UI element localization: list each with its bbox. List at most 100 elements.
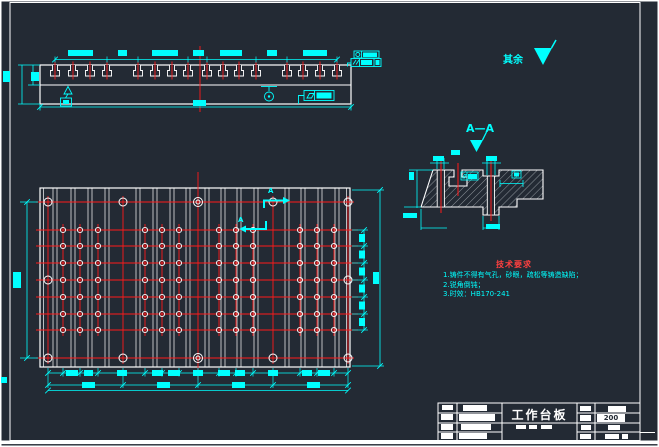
mounting-hole: [43, 353, 53, 363]
dim-text-block: [66, 370, 78, 376]
tapped-hole: [158, 326, 166, 334]
side-dimensions: [18, 59, 352, 111]
tapped-hole: [158, 226, 166, 234]
counterbore-hole-inner: [195, 355, 201, 361]
tapped-hole: [215, 259, 223, 267]
section-cut-markers: [239, 197, 290, 233]
dim-text-block: [359, 301, 365, 310]
tapped-hole: [59, 310, 67, 318]
tapped-hole: [59, 293, 67, 301]
plan-view: [20, 56, 384, 394]
tapped-hole: [296, 259, 304, 267]
counterbore-hole: [193, 197, 203, 207]
tapped-hole: [76, 226, 84, 234]
side-centerlines: [54, 46, 338, 112]
title-block-part-name: 工作台板: [511, 408, 568, 422]
dim-arrow-tick: [23, 354, 31, 362]
parallelism-symbol: [352, 59, 357, 65]
dim-text-block: [117, 370, 127, 376]
dim-text-block: [152, 370, 163, 376]
dim-text-block: [468, 174, 477, 179]
tapped-hole: [59, 226, 67, 234]
tapped-hole: [249, 310, 257, 318]
flatness-symbol: [306, 93, 315, 99]
tech-note-line: 3.时效：HB170-241: [443, 290, 510, 298]
tapped-hole: [249, 242, 257, 250]
dim-arrow-tick: [141, 369, 149, 377]
tapped-hole: [330, 242, 338, 250]
mounting-hole: [43, 197, 53, 207]
title-block-text-block: [442, 405, 453, 410]
datum-box: [60, 97, 72, 107]
dim-text-block: [409, 172, 414, 180]
title-block-text-block: [516, 425, 526, 429]
tapped-hole: [175, 326, 183, 334]
dim-arrow-tick: [344, 369, 352, 377]
dim-arrow-tick: [44, 369, 52, 377]
dim-text-block: [220, 50, 242, 56]
tapped-hole: [296, 276, 304, 284]
tapped-hole: [215, 276, 223, 284]
dim-text-block: [193, 370, 203, 376]
tapped-hole: [330, 259, 338, 267]
section-view-aa: [404, 131, 544, 230]
tapped-hole: [94, 242, 102, 250]
tapped-hole: [215, 310, 223, 318]
tapped-hole: [59, 259, 67, 267]
tapped-hole: [330, 293, 338, 301]
margin-mark: [1, 377, 7, 383]
dim-text-block: [486, 156, 497, 161]
dim-arrow-tick: [344, 381, 352, 389]
dim-arrow-tick: [360, 226, 368, 234]
dim-text-block: [359, 250, 365, 259]
dim-text-block: [267, 50, 277, 56]
tech-note-line: 1.铸件不得有气孔，砂眼，疏松等铸造缺陷；: [443, 271, 583, 279]
title-block-text-block: [580, 415, 591, 421]
tslot-profiles: [50, 65, 342, 77]
dim-text-block: [13, 272, 21, 288]
dim-text-block: [451, 150, 460, 155]
surface-finish-label: 其余: [503, 55, 523, 66]
tapped-hole: [141, 326, 149, 334]
tapped-hole: [215, 242, 223, 250]
dim-text-block: [168, 370, 180, 376]
title-block-text-block: [529, 425, 537, 429]
dim-arrow-tick: [194, 381, 202, 389]
bottom-white-band: [0, 440, 659, 445]
title-block-text-block: [461, 424, 491, 430]
tapped-hole: [59, 276, 67, 284]
dim-arrow-tick: [44, 381, 52, 389]
tapped-hole: [141, 259, 149, 267]
tapped-hole: [313, 326, 321, 334]
tapped-hole: [296, 226, 304, 234]
dim-arrow-tick: [23, 198, 31, 206]
tapped-hole: [158, 242, 166, 250]
dim-arrow-tick: [360, 293, 368, 301]
title-block-text-block: [441, 414, 453, 420]
title-block-text-block: [608, 425, 620, 430]
tapped-hole: [141, 293, 149, 301]
dim-arrow-tick: [119, 381, 127, 389]
dim-arrow-tick: [44, 387, 52, 394]
title-block-code: 200: [597, 413, 625, 422]
section-marker-letter: A: [268, 187, 274, 195]
tapped-hole: [330, 226, 338, 234]
tapped-hole: [249, 259, 257, 267]
tapped-hole: [94, 293, 102, 301]
tapped-hole: [76, 326, 84, 334]
counterbore-hole: [193, 353, 203, 363]
tapped-hole: [330, 326, 338, 334]
tapped-hole: [94, 326, 102, 334]
tapped-hole: [296, 310, 304, 318]
fcf-value-block: [361, 60, 372, 65]
dim-text-block: [193, 100, 206, 106]
mounting-hole: [268, 197, 278, 207]
title-block-outline: [437, 402, 641, 442]
dim-arrow-tick: [360, 310, 368, 318]
dim-text-block: [152, 50, 178, 56]
tech-notes-title: 技术要求: [496, 260, 532, 269]
title-block-text-block: [581, 425, 591, 430]
